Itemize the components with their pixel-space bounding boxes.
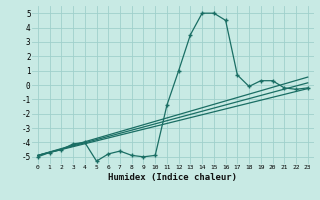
X-axis label: Humidex (Indice chaleur): Humidex (Indice chaleur) [108, 173, 237, 182]
